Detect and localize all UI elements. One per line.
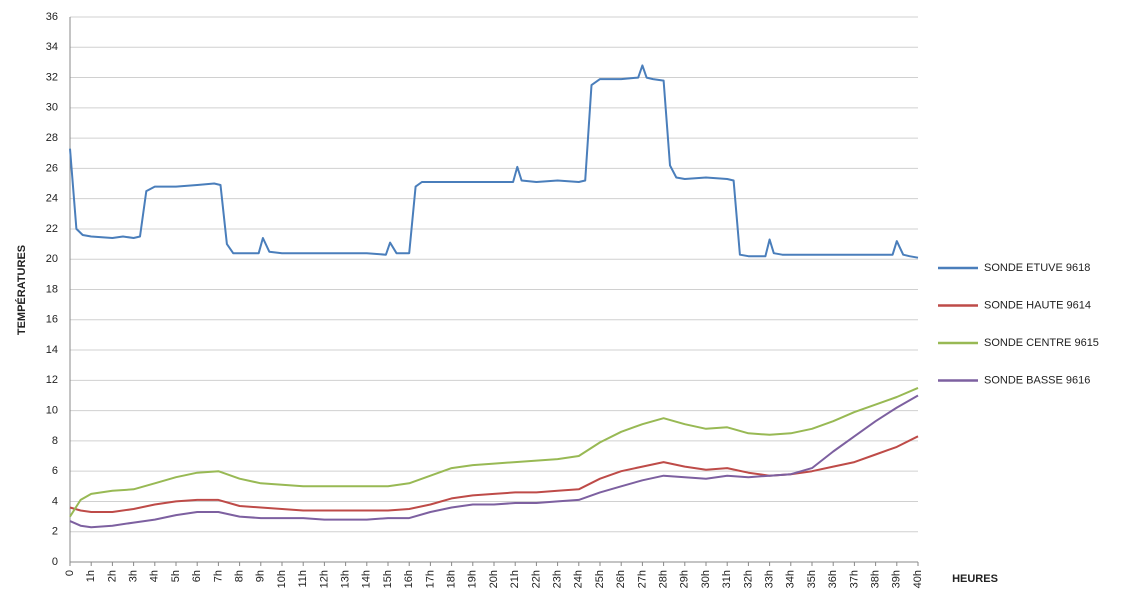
x-tick-label: 21h [509,570,521,588]
y-tick-label: 20 [46,253,58,265]
y-tick-label: 36 [46,11,58,23]
y-tick-label: 30 [46,102,58,114]
x-tick-label: 37h [848,570,860,588]
x-tick-label: 26h [615,570,627,588]
y-tick-label: 0 [52,556,58,568]
x-tick-label: 13h [340,570,352,588]
series-line [69,386,919,518]
x-tick-label: 31h [721,570,733,588]
legend-label: SONDE BASSE 9616 [984,374,1090,386]
y-tick-label: 2 [52,526,58,538]
x-tick-label: 22h [530,570,542,588]
x-tick-label: 28h [658,570,670,588]
x-tick-label: 35h [806,570,818,588]
y-tick-label: 26 [46,162,58,174]
x-axis-title: HEURES [952,573,998,585]
x-tick-label: 24h [573,570,585,588]
x-tick-label: 18h [446,570,458,588]
x-tick-label: 6h [191,570,203,582]
y-tick-label: 28 [46,132,58,144]
y-tick-label: 14 [46,344,58,356]
x-tick-label: 10h [276,570,288,588]
x-tick-label: 20h [488,570,500,588]
x-tick-label: 17h [424,570,436,588]
x-tick-label: 15h [382,570,394,588]
x-tick-label: 34h [785,570,797,588]
x-tick-label: 7h [212,570,224,582]
y-tick-label: 18 [46,283,58,295]
x-tick-label: 1h [85,570,97,582]
x-tick-label: 3h [128,570,140,582]
y-tick-label: 22 [46,223,58,235]
x-tick-label: 14h [361,570,373,588]
y-tick-label: 24 [46,193,58,205]
y-tick-label: 12 [46,374,58,386]
x-tick-label: 9h [255,570,267,582]
y-tick-label: 4 [52,495,58,507]
y-tick-label: 32 [46,71,58,83]
x-tick-label: 16h [403,570,415,588]
y-axis-title: TEMPÉRATURES [15,245,28,335]
x-tick-label: 19h [467,570,479,588]
x-tick-label: 33h [764,570,776,588]
x-tick-label: 2h [106,570,118,582]
x-tick-label: 11h [297,570,309,588]
x-tick-label: 12h [318,570,330,588]
x-tick-label: 30h [700,570,712,588]
x-tick-label: 25h [594,570,606,588]
x-tick-label: 36h [827,570,839,588]
x-tick-label: 23h [552,570,564,588]
x-tick-label: 5h [170,570,182,582]
legend-label: SONDE CENTRE 9615 [984,337,1099,349]
series-line [69,64,919,259]
legend-label: SONDE ETUVE 9618 [984,262,1090,274]
legend-label: SONDE HAUTE 9614 [984,299,1091,311]
y-tick-label: 8 [52,435,58,447]
series-line [69,394,919,529]
y-tick-label: 6 [52,465,58,477]
x-tick-label: 8h [234,570,246,582]
y-tick-label: 16 [46,314,58,326]
x-tick-label: 40h [912,570,924,588]
x-tick-label: 39h [891,570,903,588]
y-tick-label: 10 [46,405,58,417]
y-tick-label: 34 [46,41,58,53]
x-tick-label: 4h [149,570,161,582]
x-tick-label: 29h [679,570,691,588]
x-tick-label: 32h [742,570,754,588]
x-tick-label: 38h [870,570,882,588]
x-tick-label: 0 [64,570,76,576]
x-tick-label: 27h [636,570,648,588]
